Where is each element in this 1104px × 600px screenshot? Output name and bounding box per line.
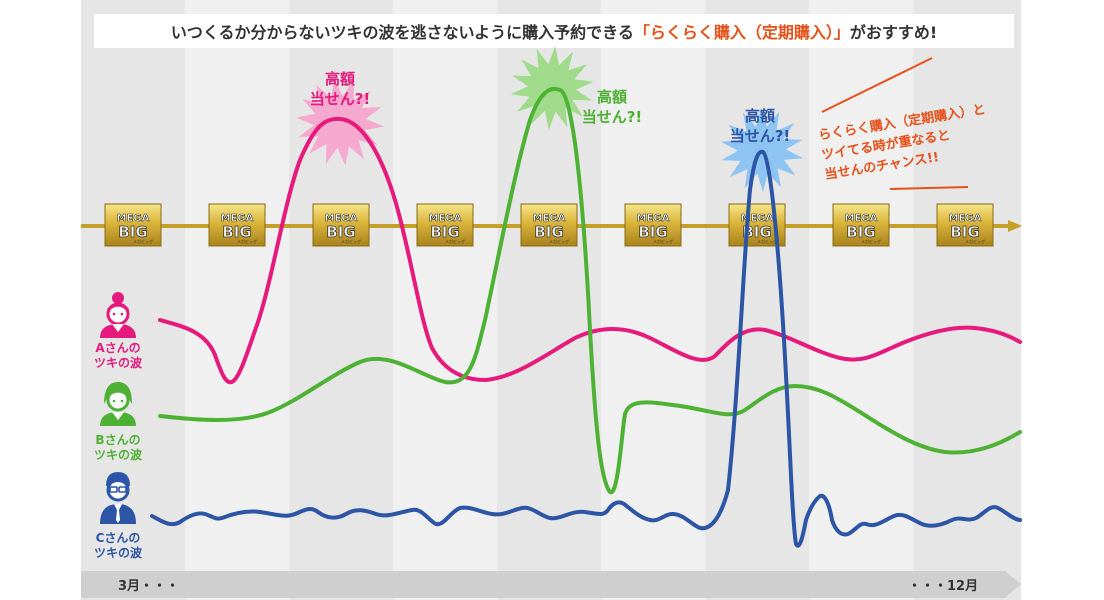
person-b-name: Bさんの: [95, 433, 140, 447]
wave-b: [158, 86, 1022, 495]
person-b: Bさんの ツキの波: [94, 382, 143, 462]
header-banner: いつくるか分からないツキの波を逃さないように購入予約できる「らくらく購入（定期購…: [94, 14, 1014, 48]
megabig-logo-bottom: BIG: [534, 223, 563, 241]
megabig-logo-bottom: BIG: [950, 223, 979, 241]
megabig-logo-sub: メガビッグ: [445, 238, 465, 244]
person-a-sub: ツキの波: [94, 355, 143, 370]
megabig-logo-top: MEGA: [949, 213, 982, 224]
megabig-logo-bottom: BIG: [742, 223, 771, 241]
note-underline: [889, 186, 969, 190]
burst-label-c: 高額 当せん?!: [730, 107, 791, 145]
megabig-logo-top: MEGA: [117, 213, 150, 224]
burst-label-b: 高額 当せん?!: [582, 88, 643, 126]
burst-star-a: [296, 78, 384, 166]
megabig-logo-top: MEGA: [221, 213, 254, 224]
header-text-tail: がおすすめ!: [850, 23, 937, 42]
timeline-arrowhead: [1008, 220, 1022, 232]
person-b-sub: ツキの波: [94, 447, 143, 462]
megabig-logo-sub: メガビッグ: [653, 238, 673, 244]
megabig-logo-sub: メガビッグ: [133, 238, 153, 244]
person-c: Cさんの ツキの波: [94, 472, 143, 560]
wave-c: [150, 149, 1022, 548]
megabig-logo-top: MEGA: [741, 213, 774, 224]
megabig-logo-sub: メガビッグ: [861, 238, 881, 244]
megabig-logo-sub: メガビッグ: [237, 238, 257, 244]
megabig-logo-sub: メガビッグ: [965, 238, 985, 244]
person-a: Aさんの ツキの波: [94, 292, 143, 370]
burst-b-line2: 当せん?!: [582, 108, 643, 126]
megabig-logo-bottom: BIG: [326, 223, 355, 241]
woman-short-hair-icon: [100, 382, 136, 426]
burst-c-line1: 高額: [745, 107, 775, 125]
megabig-logo-bottom: BIG: [638, 223, 667, 241]
megabig-logo-bottom: BIG: [846, 223, 875, 241]
megabig-logos: MEGABIGメガビッグMEGABIGメガビッグMEGABIGメガビッグMEGA…: [104, 203, 994, 247]
svg-text:いつくるか分からないツキの波を逃さないように購入予約できる「: いつくるか分からないツキの波を逃さないように購入予約できる「らくらく購入（定期購…: [171, 23, 937, 42]
megabig-logo-top: MEGA: [325, 213, 358, 224]
timeline-end-label: ・・・12月: [908, 579, 978, 594]
person-c-sub: ツキの波: [94, 545, 143, 560]
month-timeline: 3月・・・ ・・・12月: [81, 571, 1021, 598]
burst-b-line1: 高額: [597, 88, 627, 106]
megabig-logo-top: MEGA: [429, 213, 462, 224]
megabig-logo-top: MEGA: [845, 213, 878, 224]
burst-a-line2: 当せん?!: [310, 90, 371, 108]
megabig-logo-bottom: BIG: [118, 223, 147, 241]
header-text-highlight: 「らくらく購入（定期購入）」: [634, 23, 850, 42]
note-slash-top: [821, 57, 933, 113]
megabig-logo-bottom: BIG: [430, 223, 459, 241]
timeline-start-label: 3月・・・: [118, 579, 179, 594]
person-a-name: Aさんの: [95, 341, 140, 355]
megabig-logo-sub: メガビッグ: [549, 238, 569, 244]
megabig-logo-sub: メガビッグ: [757, 238, 777, 244]
header-text-main: いつくるか分からないツキの波を逃さないように購入予約できる: [171, 23, 634, 42]
woman-bun-icon: [100, 292, 136, 338]
person-c-name: Cさんの: [96, 531, 141, 545]
burst-label-a: 高額 当せん?!: [310, 70, 371, 108]
megabig-logo-top: MEGA: [637, 213, 670, 224]
lottery-timeline: MEGABIGメガビッグMEGABIGメガビッグMEGABIGメガビッグMEGA…: [81, 203, 1022, 247]
megabig-logo-bottom: BIG: [222, 223, 251, 241]
wave-lines: [150, 86, 1022, 548]
megabig-logo-top: MEGA: [533, 213, 566, 224]
megabig-logo-sub: メガビッグ: [341, 238, 361, 244]
man-glasses-icon: [100, 472, 136, 524]
burst-a-line1: 高額: [325, 70, 355, 88]
burst-c-line2: 当せん?!: [730, 127, 791, 145]
